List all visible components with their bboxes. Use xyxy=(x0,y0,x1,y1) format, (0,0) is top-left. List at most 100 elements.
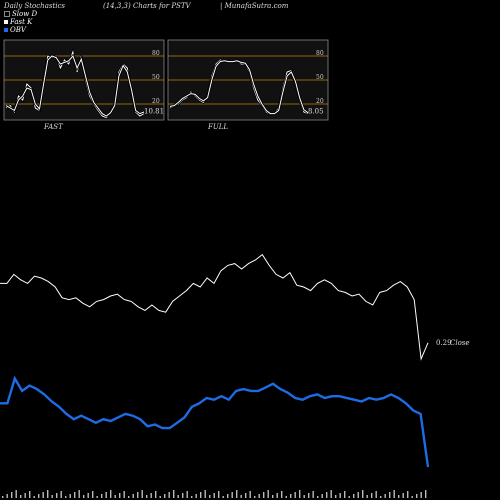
volume-bar xyxy=(74,492,76,498)
fast-last-value-label: 10.81 xyxy=(144,108,164,116)
volume-bar xyxy=(312,491,314,498)
volume-bar xyxy=(92,491,94,498)
volume-bar xyxy=(258,494,260,498)
full-level-label-80: 80 xyxy=(316,50,324,57)
full-level-label-50: 50 xyxy=(316,74,324,81)
close-last-value-label: 0.29 xyxy=(436,339,452,347)
volume-bar xyxy=(42,492,44,498)
fast-series-1-line xyxy=(5,55,145,117)
volume-bar xyxy=(69,494,71,498)
volume-bar xyxy=(227,494,229,498)
volume-bar xyxy=(200,492,202,498)
volume-bar xyxy=(407,491,409,498)
volume-bar xyxy=(344,491,346,498)
volume-bar xyxy=(425,490,427,498)
volume-bar xyxy=(38,494,40,498)
volume-bar xyxy=(303,495,305,498)
header-title: (14,3,3) Charts for PSTV xyxy=(103,2,191,10)
volume-bar xyxy=(353,494,355,498)
volume-bar xyxy=(78,490,80,498)
volume-bar xyxy=(294,492,296,498)
volume-bar xyxy=(11,492,13,498)
volume-bar xyxy=(218,491,220,498)
volume-bar xyxy=(393,490,395,498)
volume-bar xyxy=(204,490,206,498)
legend-swatch-fast-k xyxy=(4,20,8,24)
volume-bar xyxy=(47,490,49,498)
volume-bar xyxy=(65,496,67,498)
volume-bar xyxy=(96,496,98,498)
volume-bar xyxy=(299,490,301,498)
volume-bar xyxy=(150,493,152,498)
volume-bar xyxy=(128,496,130,498)
volume-bar xyxy=(420,492,422,498)
close-annotation-label: Close xyxy=(450,339,470,347)
volume-bar xyxy=(173,490,175,498)
volume-bar xyxy=(285,496,287,498)
volume-bar xyxy=(110,490,112,498)
legend-label-obv: OBV xyxy=(10,26,26,34)
volume-bar xyxy=(348,496,350,498)
volume-bar xyxy=(362,490,364,498)
volume-bars xyxy=(2,490,427,498)
legend-item-obv: OBV xyxy=(4,26,37,34)
volume-bar xyxy=(141,490,143,498)
volume-bar xyxy=(317,496,319,498)
legend-label-slow-d: Slow D xyxy=(12,10,38,18)
volume-bar xyxy=(384,494,386,498)
volume-bar xyxy=(398,495,400,498)
volume-bar xyxy=(186,491,188,498)
volume-bar xyxy=(137,492,139,498)
volume-bar xyxy=(254,496,256,498)
volume-bar xyxy=(411,496,413,498)
volume-bar xyxy=(276,493,278,498)
volume-bar xyxy=(51,495,53,498)
volume-bar xyxy=(281,491,283,498)
volume-bar xyxy=(236,490,238,498)
volume-bar xyxy=(159,496,161,498)
volume-bar xyxy=(56,493,58,498)
volume-bar xyxy=(29,491,31,498)
volume-bar xyxy=(335,495,337,498)
fast-level-label-50: 50 xyxy=(152,74,160,81)
volume-bar xyxy=(60,491,62,498)
volume-bar xyxy=(146,495,148,498)
volume-bar xyxy=(402,493,404,498)
volume-bar xyxy=(290,494,292,498)
volume-bar xyxy=(33,496,35,498)
fast-level-label-80: 80 xyxy=(152,50,160,57)
volume-bar xyxy=(371,493,373,498)
volume-bar xyxy=(168,492,170,498)
volume-bar xyxy=(101,494,103,498)
volume-bar xyxy=(105,492,107,498)
volume-bar xyxy=(182,493,184,498)
fast-level-label-20: 20 xyxy=(152,98,160,105)
volume-bar xyxy=(357,492,359,498)
volume-bar xyxy=(191,496,193,498)
full-level-label-20: 20 xyxy=(316,98,324,105)
volume-bar xyxy=(326,492,328,498)
volume-bar xyxy=(231,492,233,498)
volume-bar xyxy=(83,495,85,498)
volume-bar xyxy=(321,494,323,498)
volume-bar xyxy=(339,493,341,498)
volume-bar xyxy=(330,490,332,498)
volume-bar xyxy=(209,495,211,498)
volume-bar xyxy=(15,490,17,498)
volume-bar xyxy=(380,496,382,498)
full-panel-title: FULL xyxy=(207,123,228,131)
full-last-value-label: 8.05 xyxy=(308,108,324,116)
legend-item-fast-k: Fast K xyxy=(4,18,37,26)
volume-bar xyxy=(222,496,224,498)
volume-bar xyxy=(132,494,134,498)
volume-bar xyxy=(416,494,418,498)
volume-bar xyxy=(249,491,251,498)
volume-bar xyxy=(123,491,125,498)
volume-bar xyxy=(375,491,377,498)
volume-bar xyxy=(195,494,197,498)
obv-line xyxy=(0,375,430,468)
volume-bar xyxy=(245,493,247,498)
legend-swatch-obv xyxy=(4,28,8,32)
volume-bar xyxy=(177,495,179,498)
